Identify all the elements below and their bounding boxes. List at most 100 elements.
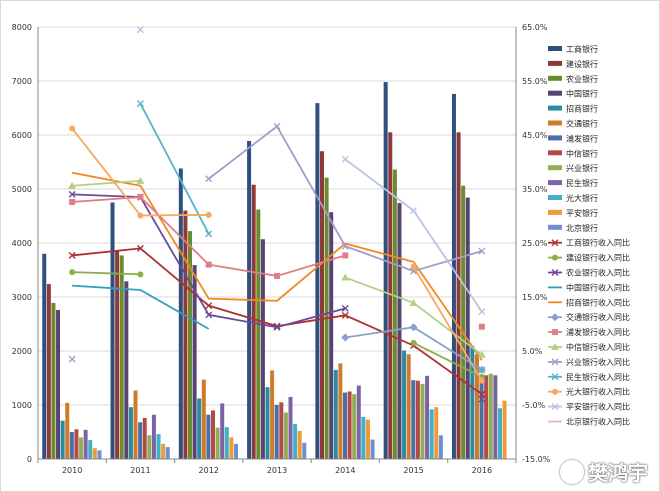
point	[551, 343, 559, 350]
point	[136, 244, 144, 252]
legend-label: 平安银行	[566, 208, 598, 218]
bar	[220, 403, 225, 459]
legend-label: 中国银行收入同比	[566, 282, 630, 292]
bar	[493, 375, 498, 459]
bar	[461, 185, 466, 459]
line-series-group	[68, 26, 486, 403]
right-tick-label: 15.0%	[522, 293, 548, 302]
legend-swatch	[548, 150, 562, 156]
series-line	[413, 342, 483, 378]
left-tick-label: 4000	[12, 239, 32, 248]
bar	[260, 239, 265, 459]
bar	[370, 439, 375, 459]
bar	[83, 429, 88, 459]
point	[137, 212, 144, 219]
bar	[402, 350, 407, 459]
legend-label: 建设银行	[566, 59, 598, 69]
point	[341, 242, 349, 250]
bar	[333, 369, 338, 459]
legend-swatch	[548, 75, 562, 81]
legend-label: 平安银行收入同比	[566, 402, 630, 412]
legend-label: 民生银行收入同比	[566, 372, 630, 382]
x-tick-label: 2010	[62, 466, 82, 475]
bar	[297, 430, 302, 459]
point	[273, 323, 281, 331]
bar	[147, 435, 152, 459]
series-line	[412, 266, 483, 382]
point	[69, 198, 76, 205]
bar	[465, 197, 470, 459]
bar	[88, 440, 93, 459]
bar	[283, 412, 288, 459]
bar	[270, 370, 275, 459]
line-series	[136, 100, 486, 374]
bar	[451, 93, 456, 460]
bar	[97, 450, 102, 459]
watermark-text: 樊鸿宇	[588, 460, 648, 485]
right-tick-label: 55.0%	[522, 77, 548, 86]
bar	[484, 375, 489, 459]
point	[551, 373, 559, 381]
point	[341, 304, 349, 312]
point	[69, 269, 76, 276]
right-tick-label: 25.0%	[522, 239, 548, 248]
axes: 0 1000 2000 3000 4000 5000 6000 7000 8000 -15.0% -…	[12, 23, 551, 475]
bar	[488, 373, 493, 459]
bar	[425, 375, 430, 459]
point	[136, 176, 145, 184]
bar	[151, 414, 156, 459]
bar	[56, 309, 61, 459]
bar	[51, 302, 56, 459]
right-tick-label: 5.0%	[522, 347, 543, 356]
legend-label: 兴业银行	[566, 163, 598, 173]
bar	[438, 435, 443, 459]
legend-label: 浦发银行收入同比	[566, 327, 630, 337]
bar	[42, 253, 47, 459]
series-line	[72, 180, 141, 187]
right-tick-label: 45.0%	[522, 131, 548, 140]
legend-swatch	[548, 60, 562, 66]
bar	[256, 209, 261, 459]
legend-swatch	[548, 224, 562, 230]
point	[274, 272, 280, 279]
bar	[251, 184, 256, 459]
point	[205, 175, 213, 183]
legend-label: 中国银行	[566, 89, 598, 99]
point	[205, 261, 212, 268]
legend-label: 中信银行	[566, 148, 598, 158]
left-tick-label: 5000	[12, 185, 32, 194]
point	[410, 263, 417, 270]
legend-label: 招商银行收入同比	[566, 297, 630, 307]
legend-swatch	[548, 90, 562, 96]
legend-label: 交通银行收入同比	[566, 312, 630, 322]
point	[552, 329, 558, 336]
point	[136, 100, 144, 108]
bar	[79, 437, 84, 459]
bar	[288, 396, 293, 459]
point	[68, 251, 76, 259]
point	[205, 230, 213, 238]
bar	[383, 82, 388, 459]
bar	[234, 443, 239, 459]
point	[551, 313, 559, 322]
bar	[502, 400, 507, 459]
bar	[415, 380, 420, 459]
right-tick-label: 65.0%	[522, 23, 548, 32]
bar	[192, 265, 197, 459]
legend-label: 光大银行	[566, 193, 598, 203]
point	[478, 366, 486, 374]
left-tick-label: 1000	[12, 401, 32, 410]
bar	[211, 410, 216, 459]
point	[273, 322, 281, 330]
bar	[110, 202, 115, 459]
watermark: 樊鸿宇	[560, 457, 648, 487]
point	[68, 355, 76, 363]
legend-label: 兴业银行收入同比	[566, 357, 630, 367]
point	[551, 358, 559, 366]
series-line	[72, 271, 141, 276]
legend-label: 农业银行收入同比	[566, 268, 630, 278]
bar	[215, 427, 220, 459]
left-tick-label: 2000	[12, 347, 32, 356]
legend-swatch	[548, 46, 562, 51]
